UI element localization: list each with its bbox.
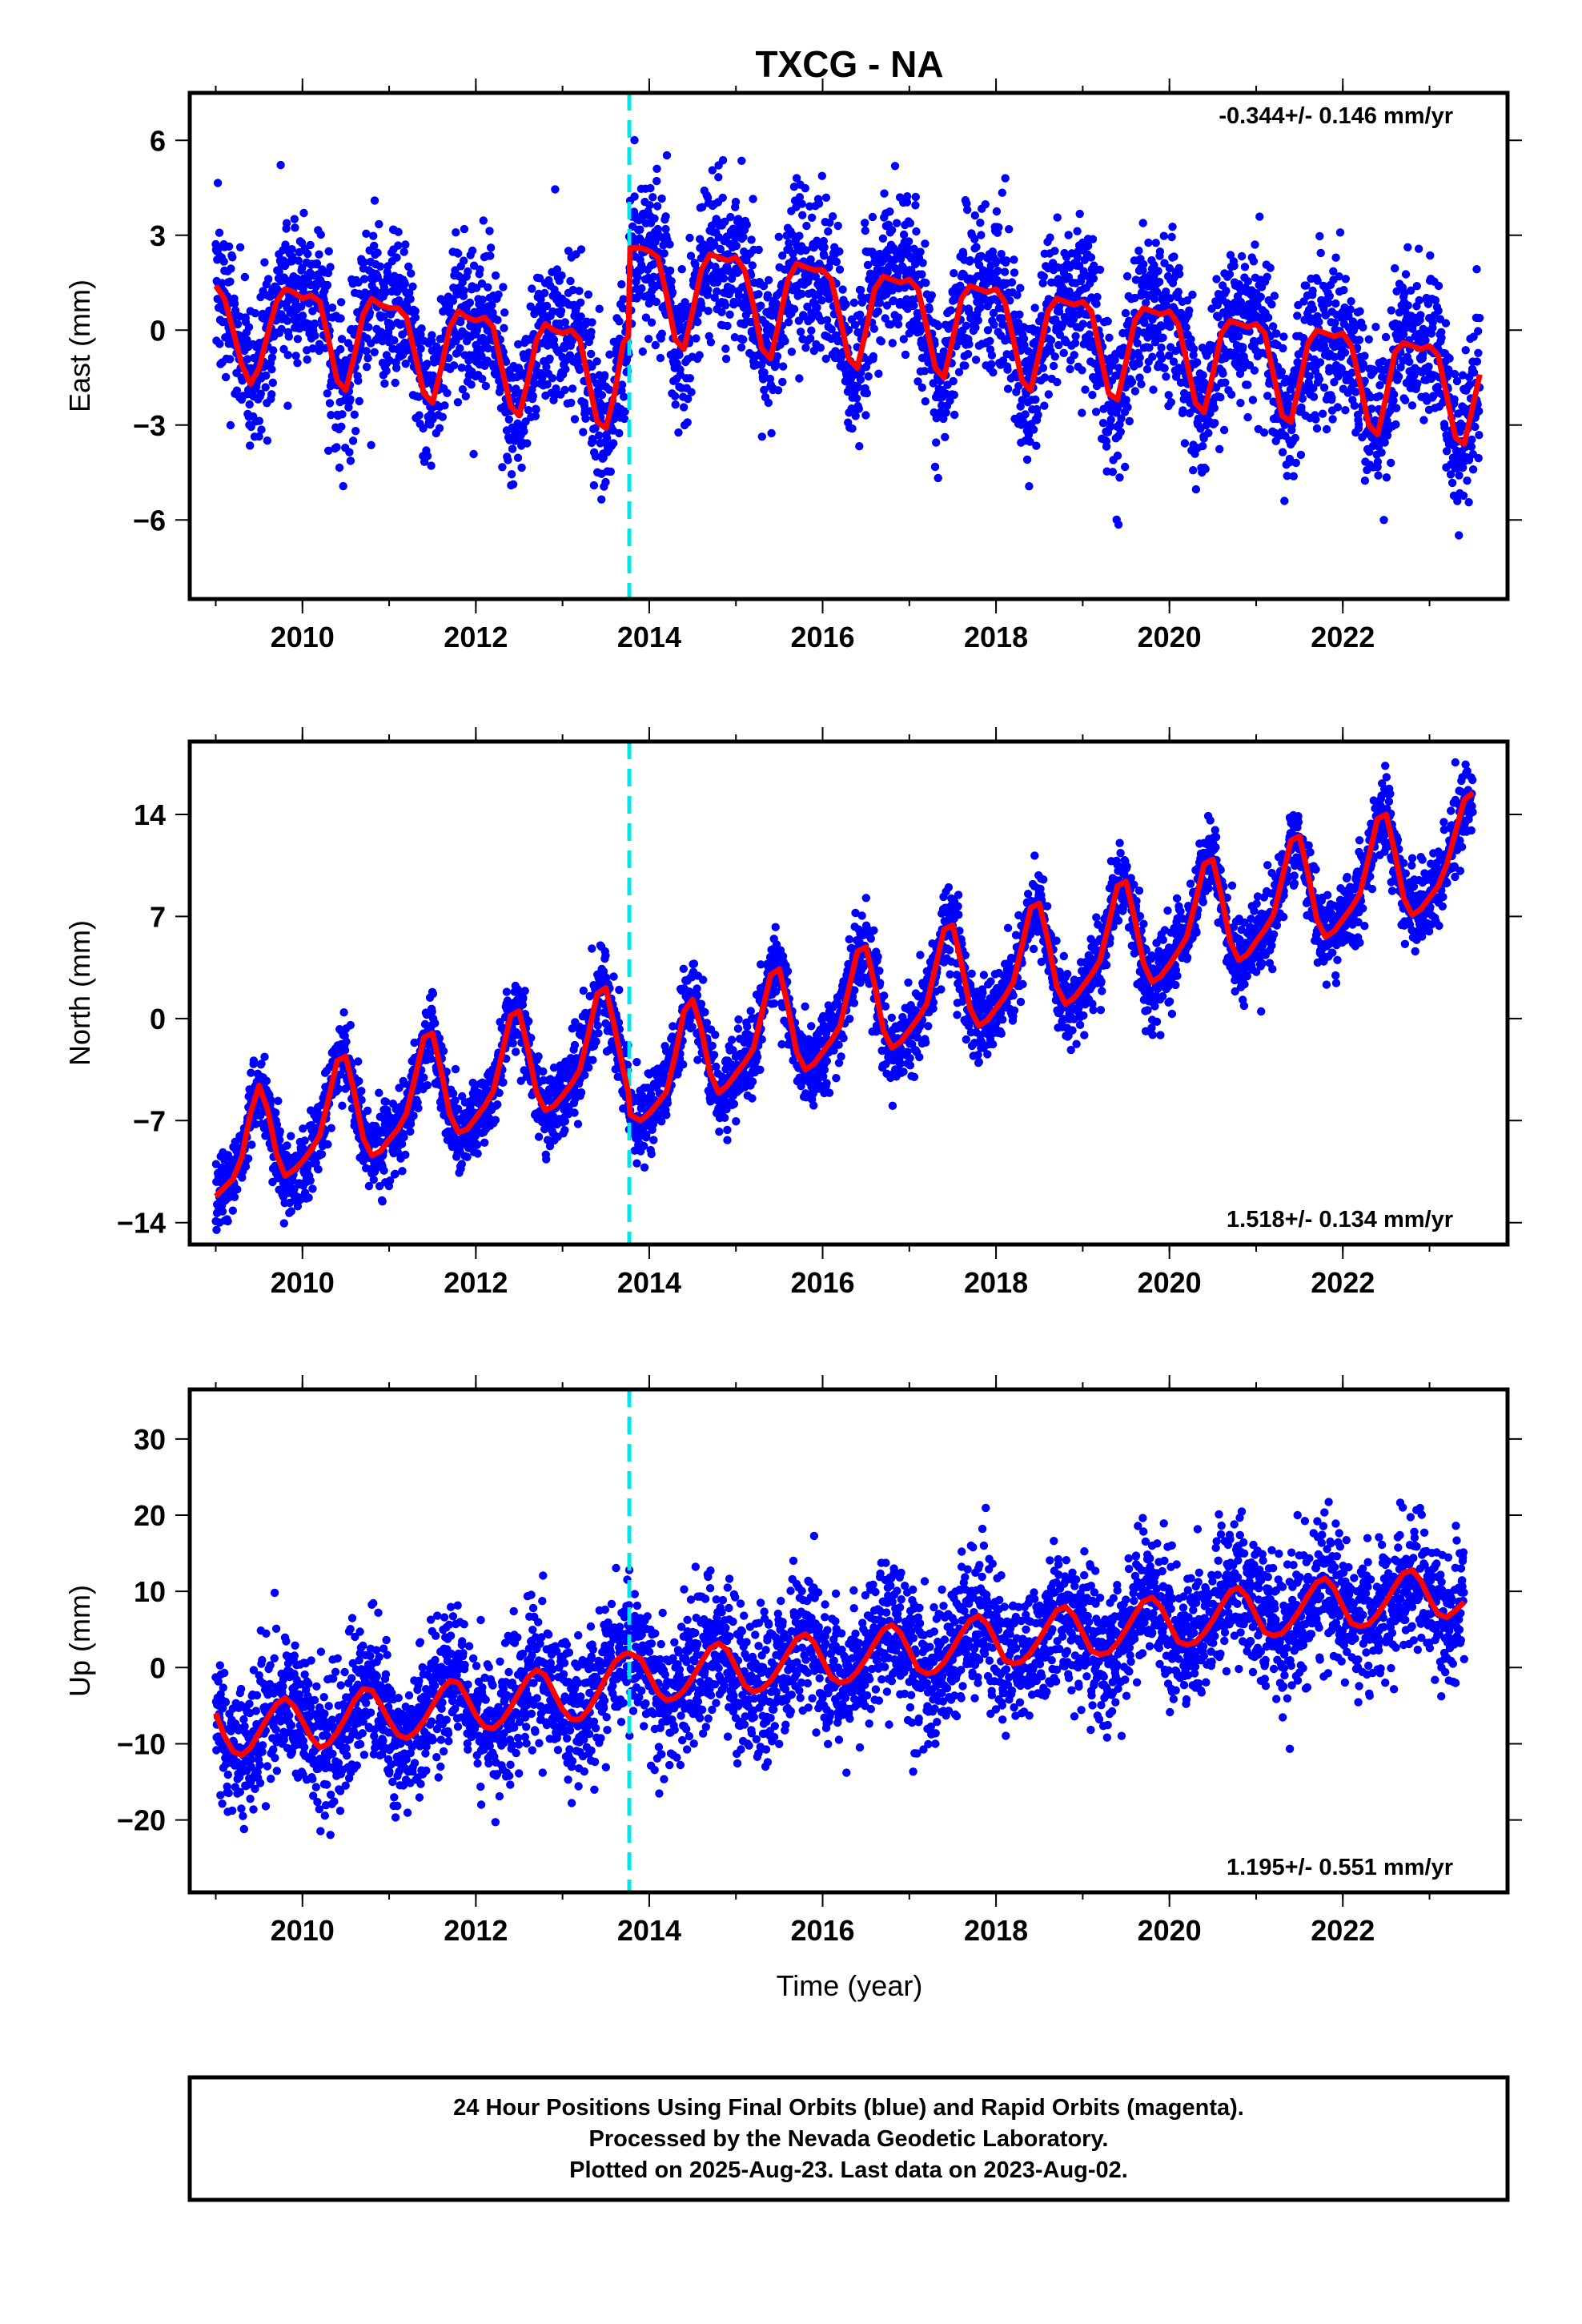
north-y-tick-label: −14 <box>117 1207 166 1240</box>
east-x-tick-label: 2016 <box>790 621 854 653</box>
north-x-tick-label: 2014 <box>617 1266 681 1299</box>
up-panel: 2010 2012 2014 2016 2018 2020 2022 −20 −10 0 10 20 3… <box>63 1375 1522 1947</box>
north-x-tick-label: 2018 <box>964 1266 1028 1299</box>
north-y-tick-label: 7 <box>150 900 166 933</box>
east-y-tick-label: −6 <box>133 504 166 537</box>
footer-line-1: 24 Hour Positions Using Final Orbits (bl… <box>453 2095 1244 2121</box>
up-data-points <box>211 1498 1469 1839</box>
up-y-tick-label: 10 <box>134 1575 166 1608</box>
north-plot-frame <box>187 739 1510 1247</box>
up-y-tick-label: 0 <box>150 1651 166 1684</box>
east-x-tick-label: 2018 <box>964 621 1028 653</box>
north-panel: 2010 2012 2014 2016 2018 2020 2022 −14 −7 0 7 14 Nor… <box>63 727 1522 1299</box>
east-y-tick-label: 6 <box>150 124 166 157</box>
east-y-tick-label: 0 <box>150 314 166 347</box>
up-y-tick-label: −20 <box>117 1804 166 1837</box>
east-y-axis-label: East (mm) <box>63 279 96 412</box>
up-y-tick-label: −10 <box>117 1727 166 1760</box>
east-point-cloud <box>211 135 1484 540</box>
up-point-cloud <box>211 1498 1469 1839</box>
north-rate-label: 1.518+/- 0.134 mm/yr <box>1227 1207 1453 1232</box>
east-rate-label: -0.344+/- 0.146 mm/yr <box>1219 103 1453 129</box>
east-x-tick-label: 2014 <box>617 621 681 653</box>
north-y-axis-label: North (mm) <box>63 920 96 1066</box>
north-y-tick-label: 0 <box>150 1003 166 1035</box>
up-x-tick-label: 2012 <box>444 1914 508 1947</box>
up-model-curve <box>213 1567 1467 1759</box>
north-model-curve <box>214 790 1475 1199</box>
up-rate-label: 1.195+/- 0.551 mm/yr <box>1227 1855 1453 1880</box>
east-x-tick-label: 2010 <box>271 621 335 653</box>
east-model-curve <box>213 245 1483 447</box>
east-y-tick-label: −3 <box>133 409 166 442</box>
x-axis-label: Time (year) <box>777 1969 923 2002</box>
north-x-tick-label: 2010 <box>271 1266 335 1299</box>
north-x-tick-label: 2020 <box>1138 1266 1202 1299</box>
up-x-tick-label: 2014 <box>617 1914 681 1947</box>
north-x-tick-label: 2016 <box>790 1266 854 1299</box>
figure-title: TXCG - NA <box>755 43 943 85</box>
up-x-tick-label: 2018 <box>964 1914 1028 1947</box>
up-x-tick-label: 2016 <box>790 1914 854 1947</box>
east-x-tick-label: 2020 <box>1138 621 1202 653</box>
footer-line-3: Plotted on 2025-Aug-23. Last data on 202… <box>569 2157 1128 2183</box>
east-y-tick-label: 3 <box>150 219 166 252</box>
footer-box: 24 Hour Positions Using Final Orbits (bl… <box>187 2075 1510 2202</box>
north-y-tick-label: −7 <box>133 1104 166 1137</box>
east-x-tick-label: 2012 <box>444 621 508 653</box>
up-y-tick-label: 30 <box>134 1423 166 1456</box>
east-data-points <box>211 135 1484 540</box>
footer-line-2: Processed by the Nevada Geodetic Laborat… <box>589 2126 1109 2152</box>
east-x-tick-label: 2022 <box>1311 621 1375 653</box>
up-plot-frame <box>187 1387 1510 1895</box>
north-x-tick-label: 2022 <box>1311 1266 1375 1299</box>
east-plot-frame <box>187 90 1510 601</box>
up-x-tick-label: 2020 <box>1138 1914 1202 1947</box>
up-x-tick-label: 2022 <box>1311 1914 1375 1947</box>
up-y-axis-label: Up (mm) <box>63 1585 96 1697</box>
up-x-tick-label: 2010 <box>271 1914 335 1947</box>
east-panel: 2010 2012 2014 2016 2018 2020 2022 −6 −3 0 3 6 East … <box>63 78 1522 653</box>
up-y-tick-label: 20 <box>134 1499 166 1532</box>
north-y-tick-label: 14 <box>134 798 166 831</box>
north-x-tick-label: 2012 <box>444 1266 508 1299</box>
